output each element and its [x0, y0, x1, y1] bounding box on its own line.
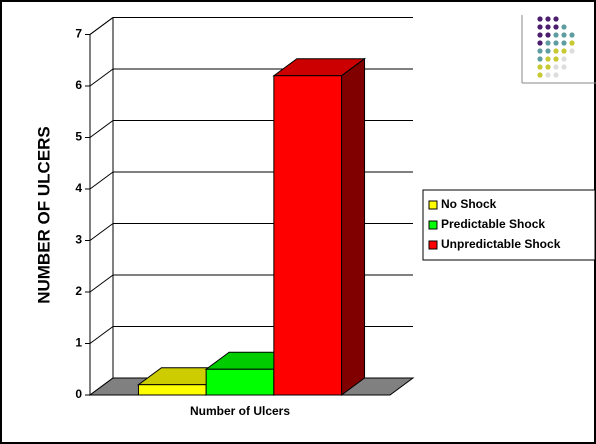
x-tick-label: Number of Ulcers [190, 404, 290, 418]
y-tick-label: 3 [75, 233, 82, 247]
bar [137, 384, 207, 396]
legend-label: Predictable Shock [441, 217, 545, 231]
grid-line [89, 326, 114, 344]
y-tick-label: 2 [75, 284, 82, 298]
y-tick-label: 4 [75, 181, 82, 195]
y-tick-label: 0 [75, 387, 82, 401]
bar [273, 75, 343, 396]
grid-line [89, 274, 114, 293]
y-tick-label: 1 [75, 336, 82, 350]
grid-line [89, 68, 114, 87]
grid-line [89, 223, 114, 241]
legend [422, 189, 596, 261]
y-tick-label: 6 [75, 78, 82, 92]
legend-swatch [428, 200, 438, 210]
y-axis-title: NUMBER OF ULCERS [34, 126, 53, 304]
legend-label: No Shock [441, 197, 497, 211]
legend-label: Unpredictable Shock [441, 237, 561, 251]
grid-line [89, 17, 114, 35]
grid-line [89, 120, 114, 138]
bar [205, 368, 275, 396]
y-tick-label: 7 [75, 27, 82, 41]
y-tick-label: 5 [75, 130, 82, 144]
grid-line [89, 171, 114, 190]
decoration [521, 15, 596, 84]
bar-side [341, 57, 366, 396]
legend-swatch [428, 220, 438, 230]
legend-swatch [428, 240, 438, 250]
